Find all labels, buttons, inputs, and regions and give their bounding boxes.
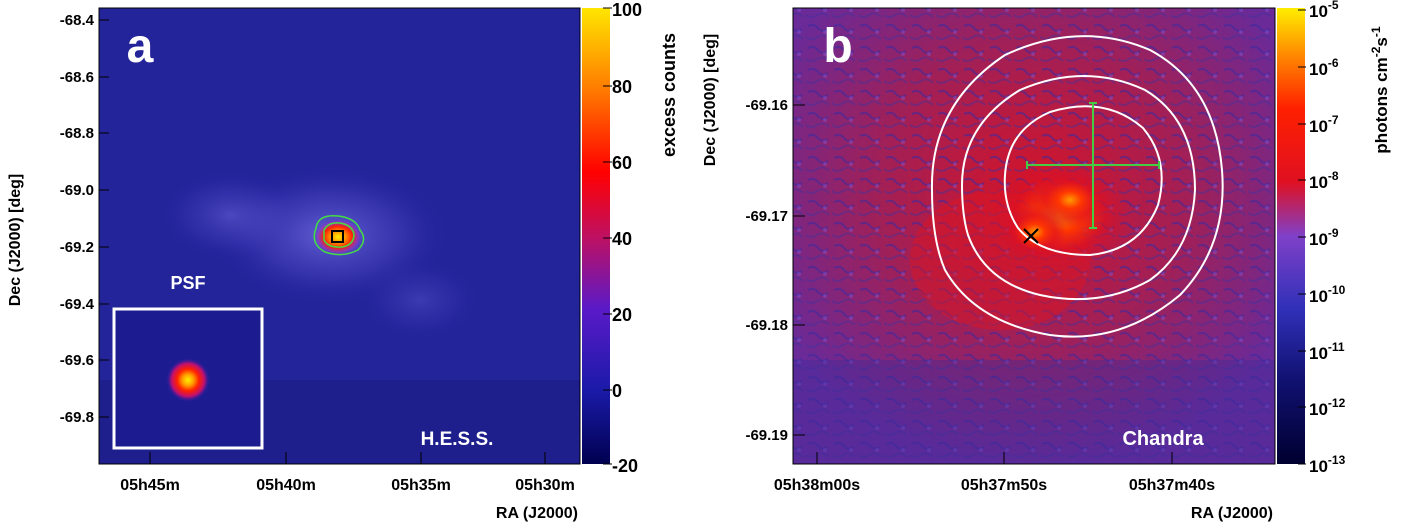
panel-b-map: [793, 8, 1275, 464]
panel-a-x-axis-title: RA (J2000): [496, 505, 578, 522]
panel-a-source-square-marker: [331, 230, 344, 243]
panel-a-letter: a: [127, 20, 154, 73]
panel-a-colorbar-tick-label: 20: [612, 305, 632, 325]
panel-b-xray-source-marker: [1023, 228, 1039, 244]
panel-b-contour-outer: [930, 35, 1224, 338]
panel-a-contour-outer: [313, 215, 365, 256]
panel-b-y-tick-label: -69.18: [745, 317, 788, 334]
panel-b-instrument-label: Chandra: [1122, 428, 1204, 450]
panel-a-y-tick-label: -69.6: [60, 352, 94, 369]
panel-b-x-tick-label: 05h37m50s: [961, 477, 1047, 494]
panel-b-y-tick-label: -69.19: [745, 427, 788, 444]
panel-b-colorbar-tick-label: 10-5: [1309, 0, 1339, 21]
panel-b-colorbar-tick-label: 10-6: [1309, 56, 1339, 79]
panel-a-y-axis-title: Dec (J2000) [deg]: [7, 174, 24, 307]
panel-a-colorbar-tick-label: -20: [612, 456, 638, 476]
panel-a-x-tick-label: 05h45m: [120, 477, 180, 494]
panel-a-colorbar-tick-label: 80: [612, 77, 632, 97]
panel-a-y-tick-label: -68.8: [60, 125, 94, 142]
panel-b-contour-middle: [960, 75, 1197, 301]
panel-b-y-ticks: [793, 104, 805, 436]
panel-b-colorbar-tick-label: 10-9: [1309, 226, 1339, 249]
psf-inset: [112, 307, 264, 450]
panel-a-y-tick-label: -69.4: [60, 296, 95, 313]
panel-b-x-axis-title: RA (J2000): [1191, 505, 1273, 522]
panel-a-y-tick-label: -69.2: [60, 239, 94, 256]
panel-a-x-ticks: [149, 452, 546, 464]
panel-a-colorbar-tick-label: 0: [612, 381, 622, 401]
panel-b-colorbar-tick-label: 10-10: [1309, 283, 1346, 306]
panel-b-colorbar-tick-labels: 10-5 10-6 10-7 10-8 10-9 10-10 10-11 10-…: [1309, 0, 1346, 476]
panel-b-x-tick-label: 05h37m40s: [1129, 477, 1215, 494]
panel-b-colorbar-ticks: [1298, 9, 1306, 465]
panel-a-y-tick-label: -69.0: [60, 182, 94, 199]
panel-a-instrument-label: H.E.S.S.: [421, 429, 494, 450]
panel-a-colorbar: [582, 8, 610, 464]
panel-a-colorbar-title: excess counts: [659, 33, 679, 157]
panel-a-frame: [98, 7, 581, 465]
panel-b-colorbar-tick-label: 10-12: [1309, 396, 1346, 419]
panel-a-y-ticks: [99, 19, 109, 418]
panel-a-contour-inner: [323, 222, 355, 248]
panel-a-x-tick-label: 05h35m: [391, 477, 451, 494]
panel-b-colorbar-tick-label: 10-13: [1309, 453, 1346, 476]
psf-label: PSF: [170, 273, 205, 293]
panel-a-colorbar-tick-label: 100: [612, 0, 642, 20]
panel-b-colorbar-tick-label: 10-8: [1309, 169, 1339, 192]
panel-b-contour-inner: [1003, 105, 1163, 257]
panel-b-letter: b: [823, 20, 852, 73]
panel-a-x-tick-label: 05h40m: [256, 477, 316, 494]
panel-b-colorbar-tick-label: 10-11: [1309, 340, 1345, 363]
panel-b-y-axis-title: Dec (J2000) [deg]: [702, 34, 719, 167]
panel-b-y-tick-label: -69.17: [745, 208, 788, 225]
panel-a-colorbar-tick-label: 40: [612, 229, 632, 249]
panel-a-y-tick-label: -69.8: [60, 409, 94, 426]
panel-a-y-tick-label: -68.4: [60, 12, 95, 29]
panel-a-colorbar-tick-label: 60: [612, 153, 632, 173]
panel-b-colorbar-tick-label: 10-7: [1309, 113, 1339, 136]
panel-b-colorbar: [1277, 8, 1305, 464]
panel-b-y-tick-label: -69.16: [745, 97, 788, 114]
panel-b-x-ticks: [816, 452, 1173, 464]
panel-b-colorbar-title: photons cm-2s-1: [1369, 26, 1391, 153]
panel-a-x-tick-label: 05h30m: [515, 477, 575, 494]
panel-a-colorbar-ticks: [603, 7, 612, 465]
panel-b-x-tick-label: 05h38m00s: [774, 477, 860, 494]
panel-b-frame: [792, 7, 1276, 465]
panel-b-hess-position-cross: [1026, 102, 1160, 229]
panel-a-y-tick-label: -68.6: [60, 69, 94, 86]
